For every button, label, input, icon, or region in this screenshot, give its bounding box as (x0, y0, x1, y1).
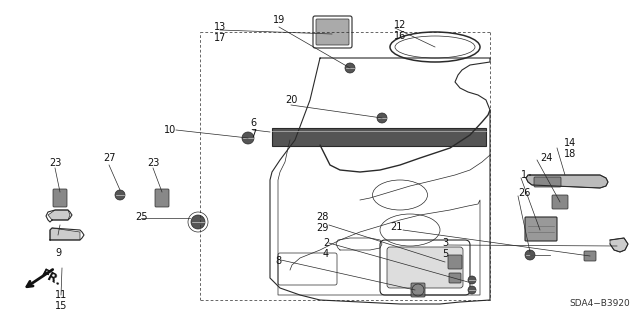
Text: 26: 26 (518, 188, 531, 198)
FancyBboxPatch shape (584, 251, 596, 261)
Circle shape (525, 250, 535, 260)
FancyBboxPatch shape (53, 189, 67, 207)
Circle shape (468, 276, 476, 284)
Text: 3
5: 3 5 (442, 238, 448, 259)
Bar (272, 128, 486, 146)
Text: 19: 19 (273, 15, 285, 25)
Polygon shape (48, 210, 70, 220)
FancyBboxPatch shape (552, 195, 568, 209)
Circle shape (377, 113, 387, 123)
Circle shape (242, 132, 254, 144)
Text: 14
18: 14 18 (564, 138, 576, 159)
Text: 11
15: 11 15 (55, 290, 67, 311)
Text: 10: 10 (164, 125, 176, 135)
Text: 23: 23 (49, 158, 61, 168)
Text: SDA4−B3920: SDA4−B3920 (569, 299, 630, 308)
Circle shape (345, 63, 355, 73)
FancyBboxPatch shape (155, 189, 169, 207)
Text: 2
4: 2 4 (323, 238, 329, 259)
Text: 20: 20 (285, 95, 297, 105)
Circle shape (191, 215, 205, 229)
Text: 21: 21 (390, 222, 403, 232)
Text: 8: 8 (275, 256, 281, 266)
FancyBboxPatch shape (411, 283, 425, 297)
Text: 13
17: 13 17 (214, 22, 226, 43)
Text: 12
16: 12 16 (394, 20, 406, 41)
Text: 1: 1 (521, 170, 527, 180)
Polygon shape (610, 238, 628, 252)
Text: 25: 25 (135, 212, 147, 222)
Text: 28
29: 28 29 (317, 212, 329, 233)
FancyBboxPatch shape (449, 273, 461, 283)
Polygon shape (526, 175, 608, 188)
FancyBboxPatch shape (525, 217, 557, 241)
FancyBboxPatch shape (448, 255, 462, 269)
FancyBboxPatch shape (316, 19, 349, 45)
Text: 6
7: 6 7 (250, 118, 256, 139)
Text: 27: 27 (103, 153, 115, 163)
Text: 23: 23 (147, 158, 159, 168)
FancyBboxPatch shape (387, 247, 463, 288)
Text: 9: 9 (55, 248, 61, 258)
Polygon shape (50, 228, 80, 240)
FancyBboxPatch shape (534, 177, 561, 187)
Circle shape (468, 286, 476, 294)
Text: 24: 24 (540, 153, 552, 163)
Circle shape (115, 190, 125, 200)
Text: FR.: FR. (38, 267, 63, 289)
